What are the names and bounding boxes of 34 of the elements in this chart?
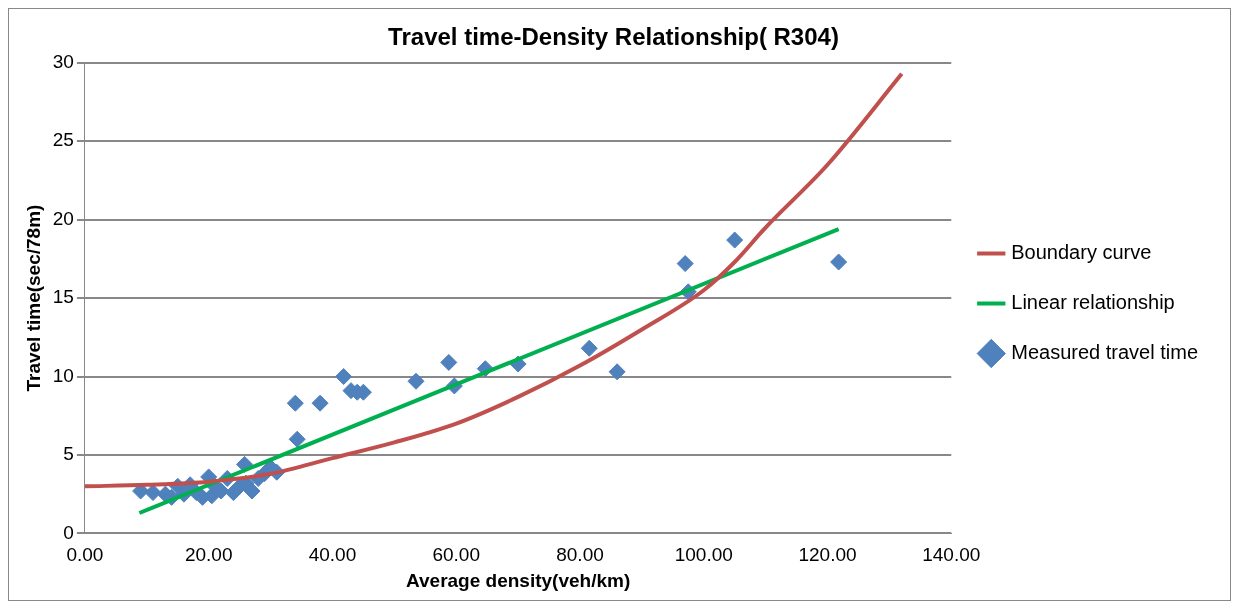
y-axis-title: Travel time(sec/78m) bbox=[22, 204, 44, 392]
point bbox=[676, 255, 694, 273]
point bbox=[726, 231, 744, 249]
x-tick-label: 140.00 bbox=[922, 544, 981, 566]
point bbox=[144, 484, 162, 502]
x-tick-label: 60.00 bbox=[432, 544, 480, 566]
x-axis-title: Average density(veh/km) bbox=[405, 569, 631, 591]
point bbox=[580, 339, 598, 357]
point bbox=[407, 372, 425, 390]
point bbox=[286, 394, 304, 412]
x-tick-label: 120.00 bbox=[798, 544, 857, 566]
y-tick-label: 10 bbox=[52, 364, 74, 386]
y-tick-label: 15 bbox=[52, 286, 74, 308]
y-tick-label: 25 bbox=[52, 129, 74, 151]
x-tick-label: 40.00 bbox=[308, 544, 357, 566]
y-tick-label: 0 bbox=[63, 521, 74, 543]
x-tick-label: 80.00 bbox=[556, 544, 604, 566]
chart-title: Travel time-Density Relationship( R304) bbox=[388, 23, 839, 51]
legend-label: Boundary curve bbox=[1011, 241, 1152, 264]
point bbox=[608, 363, 626, 381]
point bbox=[335, 368, 353, 386]
point bbox=[311, 394, 329, 412]
x-tick-label: 20.00 bbox=[184, 544, 233, 566]
y-tick-label: 5 bbox=[63, 443, 74, 465]
y-tick-label: 20 bbox=[52, 207, 74, 229]
point bbox=[830, 253, 848, 271]
point bbox=[288, 430, 306, 448]
point bbox=[243, 482, 261, 500]
y-tick-label: 30 bbox=[52, 51, 74, 73]
x-tick-label: 0.00 bbox=[66, 544, 104, 566]
legend-label: Measured travel time bbox=[1011, 341, 1199, 364]
x-tick-label: 100.00 bbox=[674, 544, 733, 566]
point bbox=[440, 353, 458, 371]
legend-label: Linear relationship bbox=[1011, 291, 1175, 314]
